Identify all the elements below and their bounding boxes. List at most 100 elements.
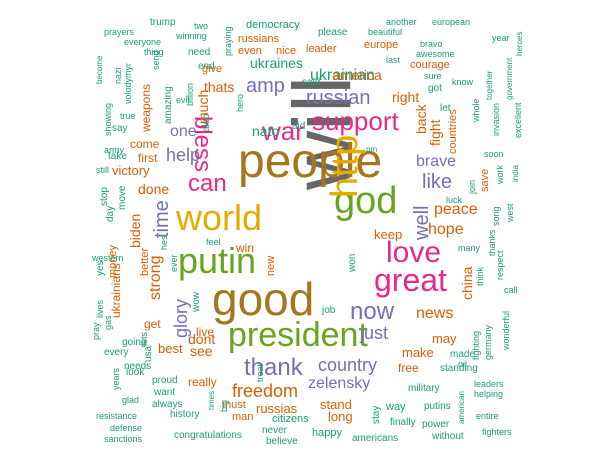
cloud-word: join — [467, 179, 477, 194]
cloud-word: praying — [223, 26, 233, 56]
cloud-word: evil — [176, 95, 190, 105]
cloud-word: please — [318, 27, 348, 38]
cloud-word: think — [475, 266, 485, 286]
cloud-word: oil — [458, 359, 468, 369]
cloud-word: brave — [416, 153, 457, 170]
cloud-word: can — [188, 170, 227, 197]
cloud-word: know — [452, 77, 474, 87]
cloud-word: weapons — [139, 83, 153, 132]
cloud-word: love — [386, 236, 442, 269]
cloud-word: treat — [255, 363, 265, 382]
cloud-word: helping — [474, 389, 504, 399]
cloud-word: last — [386, 55, 401, 65]
cloud-word: just — [360, 323, 389, 343]
cloud-word: still — [96, 165, 109, 175]
cloud-word: let — [440, 103, 451, 114]
cloud-word: world — [176, 197, 263, 238]
cloud-word: thank — [244, 354, 303, 381]
cloud-word: government — [505, 57, 514, 100]
cloud-word: aid — [292, 121, 306, 132]
cloud-word: say — [112, 123, 128, 134]
cloud-word: president — [228, 316, 368, 354]
cloud-word: americans — [352, 433, 399, 444]
cloud-word: nice — [276, 45, 297, 57]
cloud-word: bravo — [420, 39, 443, 49]
cloud-word: hero — [235, 93, 245, 112]
cloud-word: never — [262, 425, 288, 436]
cloud-word: china — [459, 266, 475, 300]
cloud-word: lets — [139, 331, 149, 346]
cloud-word: army — [104, 145, 124, 155]
cloud-word: glad — [122, 395, 140, 405]
cloud-word: true — [120, 111, 136, 121]
cloud-word: war — [262, 116, 304, 146]
cloud-word: also — [201, 113, 212, 132]
cloud-word: whole — [471, 98, 481, 122]
cloud-word: back — [413, 104, 429, 134]
cloud-word: time — [151, 200, 173, 238]
cloud-word: fighting — [471, 330, 481, 360]
cloud-word: save — [479, 168, 491, 192]
cloud-word: done — [138, 181, 170, 197]
cloud-word: western — [92, 253, 124, 263]
cloud-word: news — [416, 305, 454, 322]
cloud-word: thanks — [487, 229, 497, 256]
cloud-word: first — [138, 151, 158, 165]
cloud-word: democracy — [246, 19, 300, 31]
cloud-word: best — [158, 341, 183, 356]
cloud-word: free — [398, 361, 419, 375]
cloud-word: dont — [188, 331, 216, 347]
cloud-word: always — [152, 399, 183, 410]
cloud-word: take — [108, 151, 127, 162]
cloud-word: support — [312, 106, 399, 136]
cloud-word: may — [432, 331, 457, 346]
cloud-word: without — [432, 431, 464, 442]
cloud-word: stand — [320, 397, 352, 412]
cloud-word: soon — [484, 149, 504, 159]
cloud-word: nazi — [113, 67, 123, 84]
cloud-word: finally — [390, 417, 416, 428]
cloud-word: see — [190, 343, 213, 359]
cloud-word: russian — [306, 87, 371, 109]
cloud-word: give — [202, 63, 223, 75]
cloud-word: stay — [371, 405, 382, 424]
cloud-word: stop — [99, 187, 110, 206]
cloud-word: proud — [152, 375, 178, 386]
cloud-word: american — [457, 391, 466, 424]
cloud-word: europe — [364, 39, 399, 51]
cloud-word: amp — [246, 75, 285, 97]
cloud-word: move — [117, 185, 128, 210]
cloud-word: happy — [312, 427, 342, 439]
cloud-word: keep — [374, 227, 403, 242]
cloud-word: end — [198, 61, 215, 72]
cloud-word: good — [212, 273, 315, 325]
cloud-word: ukrainian — [310, 67, 375, 84]
cloud-word: http — [324, 134, 366, 198]
cloud-word: ukraines — [250, 55, 303, 71]
cloud-word: feel — [206, 237, 221, 247]
cloud-word: even — [238, 45, 262, 57]
cloud-word: song — [491, 206, 501, 226]
cloud-word: fighters — [482, 427, 512, 437]
cloud-word: wow — [191, 291, 202, 312]
cloud-word: india — [511, 165, 520, 182]
cloud-word: prayers — [104, 27, 135, 37]
cloud-word: volodymyr — [123, 62, 133, 104]
cloud-word: standing — [440, 363, 478, 374]
cloud-word: russias — [256, 401, 298, 416]
cloud-word: awesome — [416, 49, 455, 59]
cloud-word: power — [422, 419, 450, 430]
cloud-word: everyone — [124, 37, 162, 47]
cloud-word: putin — [178, 240, 257, 281]
cloud-word: work — [495, 164, 505, 184]
cloud-word: courage — [410, 59, 450, 71]
cloud-word: invasion — [491, 102, 501, 136]
cloud-word: trump — [150, 17, 176, 28]
cloud-word: times — [207, 390, 216, 410]
cloud-word: beautiful — [368, 27, 403, 37]
cloud-word: people — [238, 135, 383, 188]
cloud-word: big — [219, 399, 229, 412]
cloud-word: wonderful — [501, 310, 511, 350]
cloud-word: years — [111, 367, 121, 390]
